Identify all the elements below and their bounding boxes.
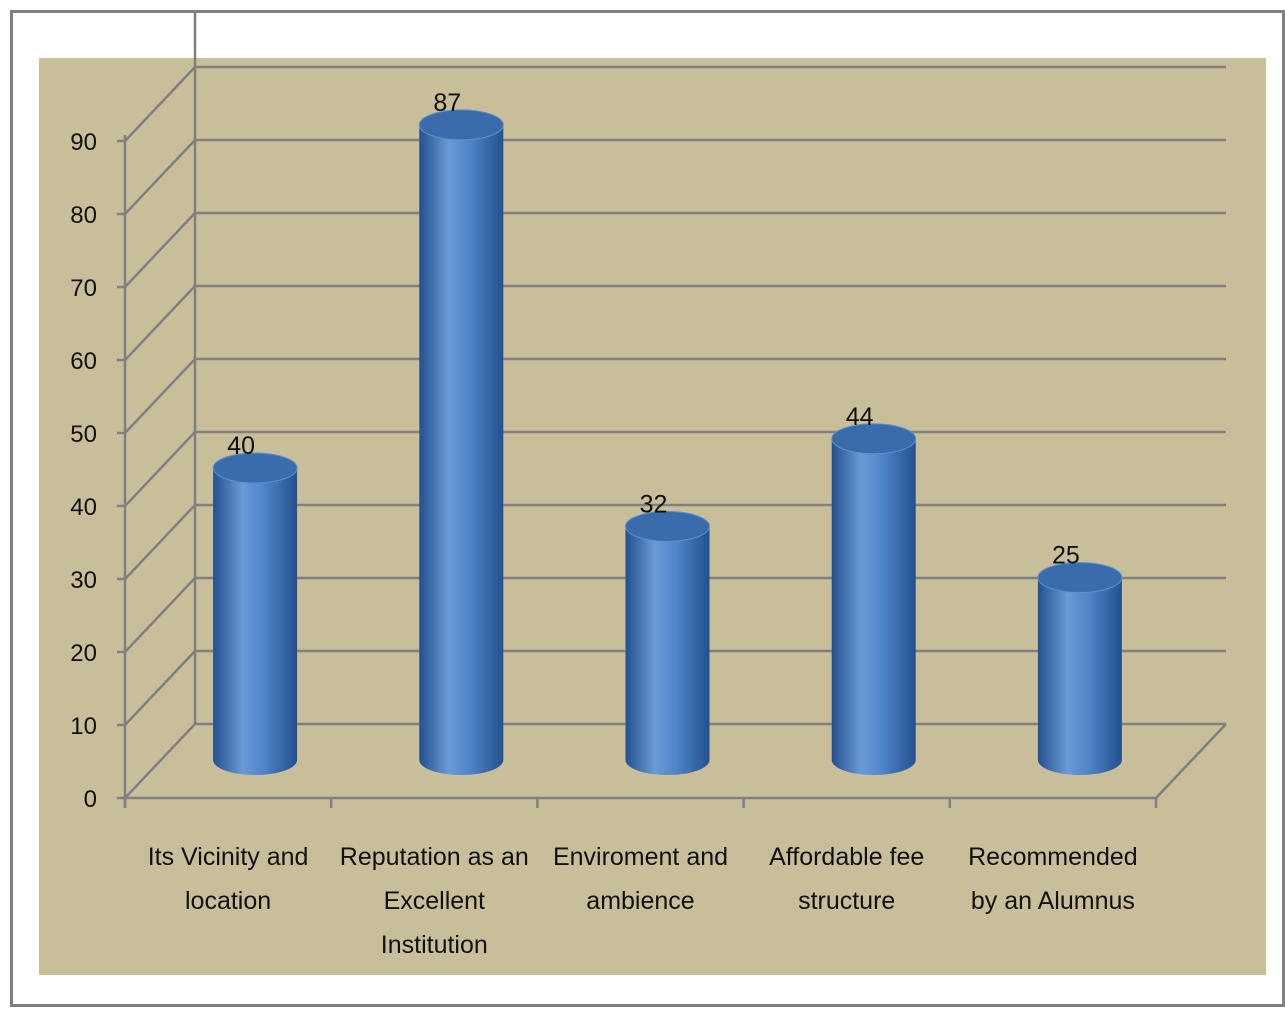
gridline-diagonal xyxy=(124,723,196,799)
bar-top xyxy=(212,452,298,484)
x-tick-label: Reputation as an Excellent Institution xyxy=(340,843,529,959)
y-tick-label: 10 xyxy=(70,713,97,740)
bar-top xyxy=(1037,562,1123,593)
gridlines xyxy=(124,13,1226,799)
x-tick-label-line: by an Alumnus xyxy=(971,887,1135,915)
x-tick-label: Affordable fee structure xyxy=(769,843,924,915)
bar-top xyxy=(831,423,917,455)
gridline-diagonal xyxy=(124,212,196,288)
floor-edge xyxy=(1155,723,1227,799)
data-label: 25 xyxy=(1052,542,1080,570)
y-tick-label: 60 xyxy=(70,348,97,375)
gridline-diagonal xyxy=(124,358,196,434)
gridline-diagonal xyxy=(124,139,196,215)
bar xyxy=(1037,562,1123,776)
x-tick-label-line: Recommended xyxy=(968,843,1138,871)
x-tick-label-line: Institution xyxy=(381,931,488,959)
gridline-diagonal xyxy=(124,431,196,507)
chart-frame: 0 10 20 30 40 50 60 70 80 90 40 87 32 44 25 Its Vicinit… xyxy=(10,10,1285,1007)
data-label: 87 xyxy=(433,89,461,117)
bar-body xyxy=(213,468,298,776)
x-tick-label: Enviroment and ambience xyxy=(553,843,728,915)
x-tick-label-line: ambience xyxy=(586,887,694,915)
data-label: 44 xyxy=(846,403,874,431)
bar xyxy=(212,452,298,776)
bar-body xyxy=(625,526,710,776)
labels: 0 10 20 30 40 50 60 70 80 90 40 87 32 44 25 Its Vicinit… xyxy=(70,89,1137,959)
x-tick-label-line: Excellent xyxy=(384,887,485,915)
bar-top xyxy=(418,109,504,141)
bar-top xyxy=(625,510,710,542)
bars xyxy=(212,109,1123,776)
gridline-diagonal xyxy=(124,650,196,726)
bar xyxy=(625,510,710,776)
y-tick-label: 70 xyxy=(70,275,97,302)
y-tick-label: 80 xyxy=(70,202,97,229)
y-tick-label: 20 xyxy=(70,640,97,667)
x-tick-label: Its Vicinity and location xyxy=(148,843,309,915)
y-tick-label: 40 xyxy=(70,494,97,521)
x-tick-label-line: Its Vicinity and xyxy=(148,843,309,871)
x-tick-label-line: structure xyxy=(798,887,895,915)
data-label: 40 xyxy=(227,432,255,460)
bar-chart: 0 10 20 30 40 50 60 70 80 90 40 87 32 44 25 Its Vicinit… xyxy=(39,13,1266,975)
y-tick-label: 90 xyxy=(70,129,97,156)
y-tick-label: 30 xyxy=(70,567,97,594)
gridline-diagonal xyxy=(124,577,196,653)
bar xyxy=(418,109,504,776)
y-tick-label: 50 xyxy=(70,421,97,448)
bar-body xyxy=(1037,577,1122,776)
y-tick-label: 0 xyxy=(84,786,97,813)
axes xyxy=(117,135,1227,808)
data-label: 32 xyxy=(640,490,668,518)
gridline-diagonal xyxy=(124,66,196,142)
x-tick-label-line: Affordable fee xyxy=(769,843,924,871)
bar-body xyxy=(419,124,504,776)
gridline-diagonal xyxy=(124,504,196,580)
bar xyxy=(831,423,917,776)
bar-body xyxy=(831,438,916,776)
x-tick-label-line: Reputation as an xyxy=(340,843,529,871)
x-tick-label: Recommended by an Alumnus xyxy=(968,843,1138,915)
x-tick-label-line: location xyxy=(185,887,271,915)
x-tick-label-line: Enviroment and xyxy=(553,843,728,871)
gridline-diagonal xyxy=(124,285,196,361)
